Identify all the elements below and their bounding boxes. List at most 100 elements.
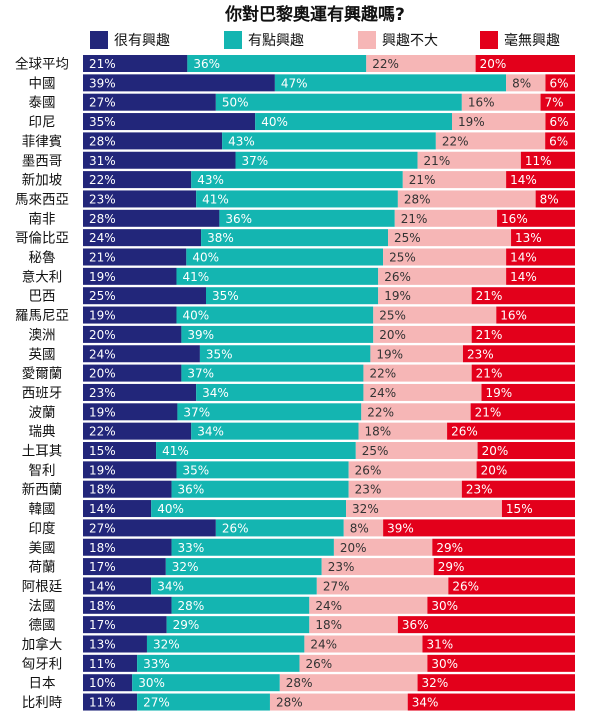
- value-label: 8%: [540, 192, 559, 206]
- bar-segment: [447, 422, 575, 440]
- bar-segment: [132, 674, 280, 692]
- value-label: 20%: [481, 463, 508, 477]
- bar-segment: [309, 616, 398, 634]
- value-label: 23%: [355, 483, 382, 497]
- value-label: 14%: [510, 173, 537, 187]
- value-label: 25%: [389, 251, 416, 265]
- bar-segment: [215, 519, 344, 537]
- bar-row: 28% 36% 21% 16%: [83, 209, 575, 227]
- value-label: 36%: [193, 57, 220, 71]
- bar-row: 31% 37% 21% 11%: [83, 151, 575, 169]
- value-label: 33%: [143, 657, 170, 671]
- bar-segment: [402, 171, 507, 189]
- bar-segment: [151, 500, 347, 518]
- value-label: 26%: [451, 425, 478, 439]
- bar-segment: [432, 538, 575, 556]
- value-label: 14%: [510, 251, 537, 265]
- bar-segment: [476, 461, 575, 479]
- bar-segment: [83, 577, 152, 595]
- category-label: 泰國: [29, 95, 56, 111]
- bar-segment: [316, 577, 449, 595]
- category-label: 羅馬尼亞: [15, 308, 69, 324]
- category-label: 意大利: [22, 268, 63, 285]
- value-label: 25%: [362, 444, 389, 458]
- bar-segment: [448, 577, 575, 595]
- bar-segment: [83, 287, 206, 305]
- value-label: 39%: [187, 328, 214, 342]
- value-label: 18%: [315, 618, 342, 632]
- category-label: 新加坡: [22, 173, 63, 189]
- bar-segment: [255, 113, 452, 131]
- value-label: 35%: [89, 115, 116, 129]
- value-label: 28%: [286, 676, 313, 690]
- value-label: 41%: [182, 270, 209, 284]
- category-label: 韓國: [29, 502, 56, 518]
- value-label: 25%: [394, 231, 421, 245]
- category-label: 智利: [29, 463, 56, 479]
- value-label: 19%: [486, 386, 513, 400]
- value-label: 16%: [500, 309, 527, 323]
- legend-swatch: [358, 31, 376, 49]
- bar-segment: [222, 132, 436, 150]
- bar-segment: [83, 248, 187, 266]
- bar-segment: [545, 74, 575, 92]
- value-label: 21%: [89, 57, 116, 71]
- value-label: 43%: [197, 173, 224, 187]
- category-label: 秘魯: [29, 250, 56, 266]
- bar-segment: [83, 635, 147, 653]
- value-label: 19%: [376, 347, 403, 361]
- value-label: 34%: [202, 386, 229, 400]
- category-label: 荷蘭: [29, 560, 56, 576]
- value-label: 10%: [89, 676, 116, 690]
- bar-segment: [83, 403, 178, 421]
- value-label: 8%: [512, 76, 531, 90]
- bar-segment: [146, 635, 305, 653]
- bar-segment: [397, 616, 575, 634]
- bar-row: 19% 40% 25% 16%: [83, 306, 575, 324]
- value-label: 26%: [222, 521, 249, 535]
- value-label: 26%: [305, 657, 332, 671]
- value-label: 21%: [476, 367, 503, 381]
- bar-segment: [83, 674, 133, 692]
- value-label: 30%: [138, 676, 165, 690]
- bar-row: 24% 38% 25% 13%: [83, 229, 575, 247]
- bar-segment: [506, 267, 575, 285]
- bar-segment: [235, 151, 418, 169]
- value-label: 19%: [89, 463, 116, 477]
- legend-swatch: [224, 31, 242, 49]
- bar-segment: [520, 151, 575, 169]
- value-label: 32%: [153, 638, 180, 652]
- bar-segment: [417, 151, 521, 169]
- bar-row: 11% 27% 28% 34%: [83, 693, 575, 711]
- bar-segment: [191, 422, 359, 440]
- bar-segment: [206, 287, 379, 305]
- value-label: 33%: [178, 541, 205, 555]
- bar-row: 13% 32% 24% 31%: [83, 635, 575, 653]
- value-label: 34%: [412, 696, 439, 710]
- bar-row: 20% 37% 22% 21%: [83, 364, 575, 382]
- value-label: 35%: [212, 289, 239, 303]
- bar-segment: [511, 229, 575, 247]
- bar-segment: [435, 132, 546, 150]
- legend: 很有興趣 有點興趣 興趣不大 毫無興趣: [90, 31, 560, 49]
- value-label: 6%: [549, 115, 568, 129]
- value-label: 37%: [183, 405, 210, 419]
- bar-segment: [501, 500, 575, 518]
- category-label: 巴西: [29, 289, 56, 305]
- value-label: 26%: [452, 579, 479, 593]
- bar-segment: [83, 596, 172, 614]
- bar-segment: [83, 693, 138, 711]
- value-label: 27%: [323, 579, 350, 593]
- bar-segment: [191, 171, 403, 189]
- category-label: 墨西哥: [22, 153, 63, 169]
- bar-segment: [201, 229, 389, 247]
- bar-row: 21% 40% 25% 14%: [83, 248, 575, 266]
- value-label: 32%: [422, 676, 449, 690]
- value-label: 20%: [89, 328, 116, 342]
- legend-swatch: [90, 31, 108, 49]
- value-label: 40%: [192, 251, 219, 265]
- bar-segment: [196, 190, 398, 208]
- bar-segment: [215, 93, 462, 111]
- category-label: 德國: [29, 618, 56, 634]
- value-label: 28%: [89, 134, 116, 148]
